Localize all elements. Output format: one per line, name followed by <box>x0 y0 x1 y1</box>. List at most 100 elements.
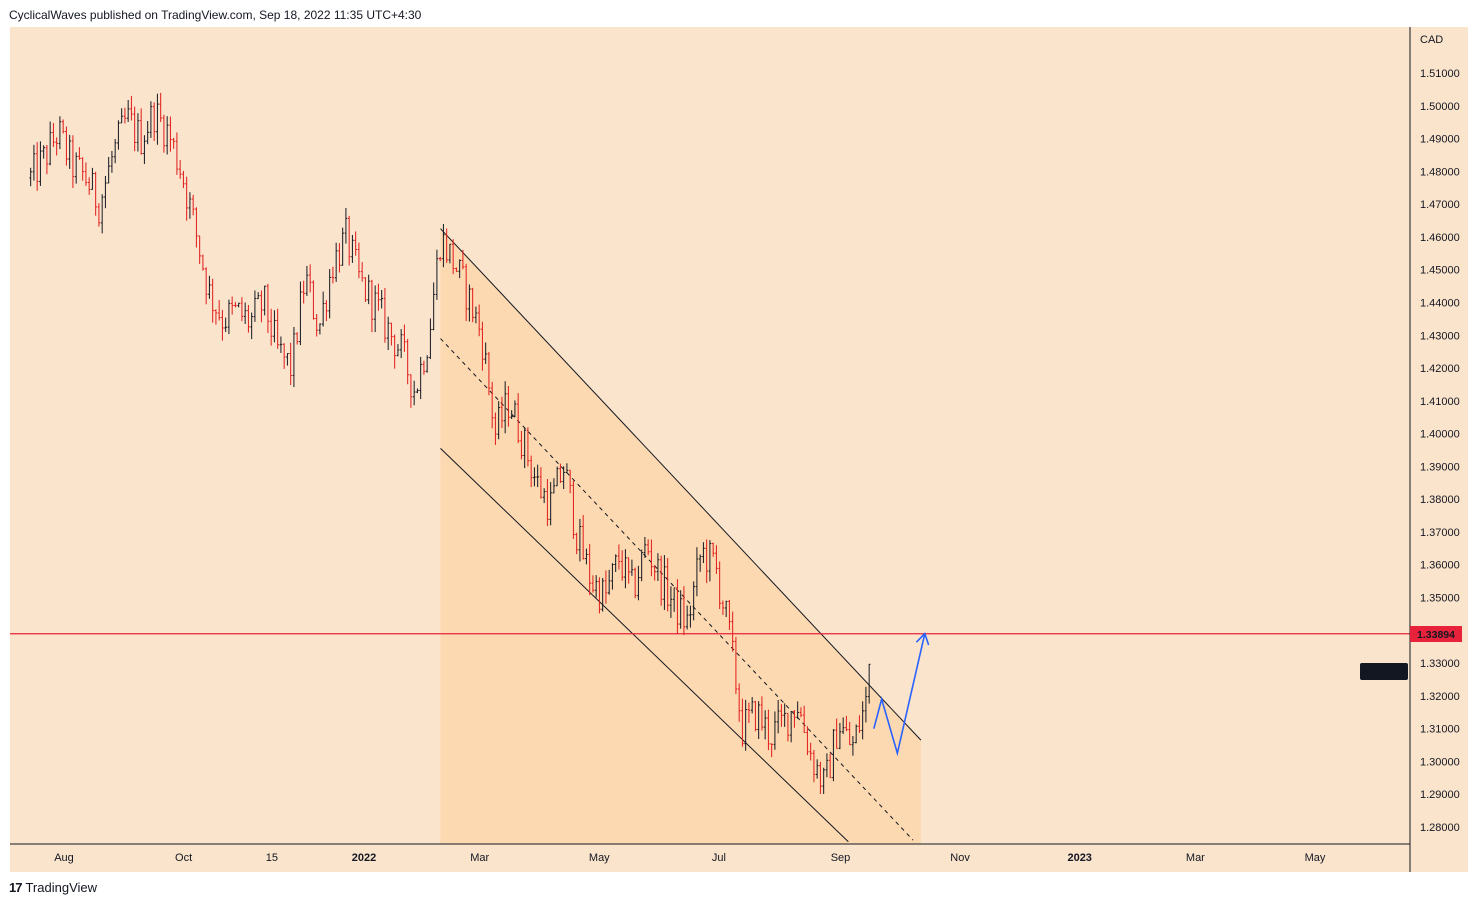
price-tick-label: 1.50000 <box>1420 101 1460 113</box>
candle <box>120 108 123 124</box>
candle <box>770 743 773 758</box>
candle <box>312 280 315 320</box>
channel-upper-line <box>440 228 922 741</box>
tradingview-footer: 17 TradingView <box>9 880 97 895</box>
candle <box>107 156 110 184</box>
candle <box>354 231 357 256</box>
price-tick-label: 1.35000 <box>1420 593 1460 605</box>
candle <box>419 356 422 400</box>
candle <box>767 709 770 751</box>
candle <box>42 145 45 159</box>
candle <box>653 565 656 581</box>
candle <box>240 297 244 322</box>
candle <box>273 310 276 343</box>
time-tick-label: 15 <box>266 852 278 864</box>
candle <box>529 455 533 488</box>
candle <box>71 135 75 189</box>
candle <box>598 577 601 614</box>
candle <box>48 121 52 166</box>
projection-path <box>873 633 926 757</box>
symbol-label: EURCAD <box>1362 667 1407 679</box>
candle <box>243 302 247 324</box>
candle <box>412 380 416 406</box>
candle <box>341 227 344 266</box>
candle <box>796 701 799 719</box>
candle <box>438 256 442 262</box>
candle <box>289 342 292 386</box>
candle <box>32 144 36 181</box>
candle <box>136 113 140 152</box>
candle <box>347 215 351 266</box>
candle <box>685 605 689 630</box>
candle <box>84 162 88 186</box>
candle <box>130 95 133 121</box>
candle <box>234 301 237 308</box>
candle <box>39 141 42 186</box>
candle <box>711 542 715 557</box>
candle <box>477 304 481 337</box>
price-tick-label: 1.38000 <box>1420 494 1460 506</box>
candle <box>669 586 673 618</box>
price-tick-label: 1.41000 <box>1420 396 1460 408</box>
candle <box>74 152 78 184</box>
candle <box>260 290 263 323</box>
candle <box>624 549 627 589</box>
candle <box>728 600 731 631</box>
candle <box>546 479 549 527</box>
candle <box>266 283 270 334</box>
price-tick-label: 1.39000 <box>1420 461 1460 473</box>
candle <box>292 326 296 388</box>
channel-fill <box>440 228 921 844</box>
candle <box>559 463 562 483</box>
candle <box>279 336 283 353</box>
candle <box>377 283 380 311</box>
candle <box>832 729 835 782</box>
candle <box>201 254 205 271</box>
candle <box>328 269 331 319</box>
candle <box>819 761 822 794</box>
candle <box>500 396 504 429</box>
candle <box>536 464 539 488</box>
candle <box>572 480 575 539</box>
time-tick-label: 2023 <box>1067 852 1091 864</box>
candle <box>357 242 361 279</box>
candle <box>344 207 348 244</box>
candle <box>227 299 231 335</box>
time-tick-label: Oct <box>175 852 192 864</box>
candle <box>68 134 71 169</box>
candle <box>468 284 471 322</box>
price-tick-label: 1.49000 <box>1420 134 1460 146</box>
candle <box>250 312 253 340</box>
candle <box>429 318 432 359</box>
candle <box>854 724 858 744</box>
candle <box>520 430 523 460</box>
candle <box>848 721 851 746</box>
price-axis-background <box>1410 27 1468 872</box>
candle <box>175 132 179 175</box>
candle <box>682 586 686 636</box>
candle <box>789 711 793 743</box>
time-axis-background <box>10 844 1410 872</box>
candle <box>724 600 728 618</box>
candle <box>731 611 734 652</box>
candle <box>494 412 497 445</box>
candle <box>640 549 643 582</box>
candle <box>507 386 510 427</box>
candle <box>299 281 302 346</box>
candle <box>734 636 738 695</box>
publish-attribution: CyclicalWaves published on TradingView.c… <box>9 8 421 22</box>
candle <box>162 114 166 153</box>
candle <box>396 344 400 357</box>
candle <box>139 108 143 155</box>
candle <box>786 712 790 742</box>
candle <box>838 722 842 750</box>
candle <box>383 288 387 343</box>
candle <box>828 753 832 779</box>
candle <box>315 314 318 337</box>
candle <box>620 550 624 581</box>
candle <box>334 242 338 282</box>
candle <box>295 332 299 345</box>
candle <box>663 555 666 610</box>
candle <box>594 575 598 598</box>
